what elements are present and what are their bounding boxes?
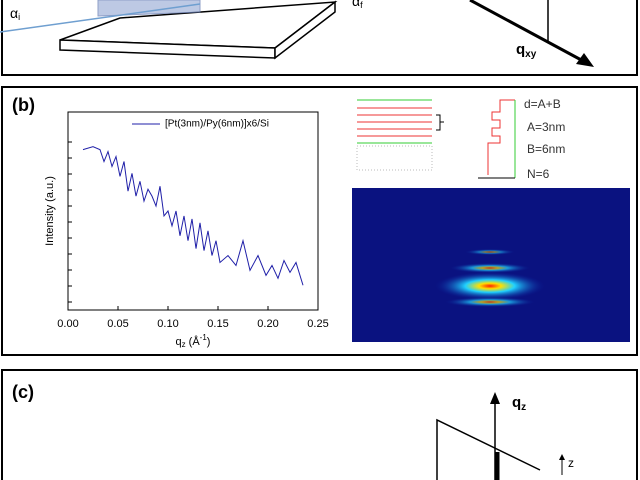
detector-image [352,188,630,342]
panel-label: (c) [12,382,34,402]
arrow-head [559,454,565,460]
qxy-label: qxy [516,41,537,60]
schematic-text: A=3nm [527,120,565,134]
brace [436,114,444,131]
diffuse-band [465,249,515,255]
panel-c: (c) qz z [1,369,638,480]
x-tick-label: 0.20 [257,318,278,330]
diffuse-band [445,297,535,307]
qz-label: qz [512,394,526,413]
x-tick-label: 0.15 [207,318,228,330]
arrow-head [576,53,594,67]
incident-beam [0,3,201,33]
substrate [356,145,433,171]
z-label: z [568,456,574,470]
scattering-plane [97,0,201,17]
plane-outline [436,418,541,480]
alpha-i: αi [10,5,20,23]
x-tick-label: 0.00 [57,318,78,330]
density-profile [487,99,515,175]
multilayer-schematic: d=A+B A=3nm B=6nm N=6 [356,97,565,181]
panel-b: (b) d=A+B A=3nm B=6nm N=6 [1,86,638,356]
x-tick-label: 0.10 [157,318,178,330]
panel-frame [1,369,638,480]
arrow-head [490,392,500,404]
series-line [82,146,304,286]
y-axis-label: Intensity (a.u.) [44,176,56,246]
qxy-arrow [469,0,586,64]
specular-spot [435,272,545,300]
schematic-text: d=A+B [524,97,561,111]
panel-a: αi αf qxy [0,0,638,76]
panel-label: (b) [12,95,35,115]
sample-end [274,0,336,60]
legend-label: [Pt(3nm)/Py(6nm)]x6/Si [165,119,269,130]
x-axis-label: qz (Å-1) [176,333,211,349]
alpha-f: αf [352,0,363,10]
diffuse-band [450,263,530,273]
x-tick-label: 0.05 [107,318,128,330]
panel-frame [1,86,638,356]
schematic-text: B=6nm [527,142,565,156]
x-tick-label: 0.25 [307,318,328,330]
plot-frame [67,111,319,311]
panel-frame [1,0,638,76]
schematic-text: N=6 [527,167,550,181]
